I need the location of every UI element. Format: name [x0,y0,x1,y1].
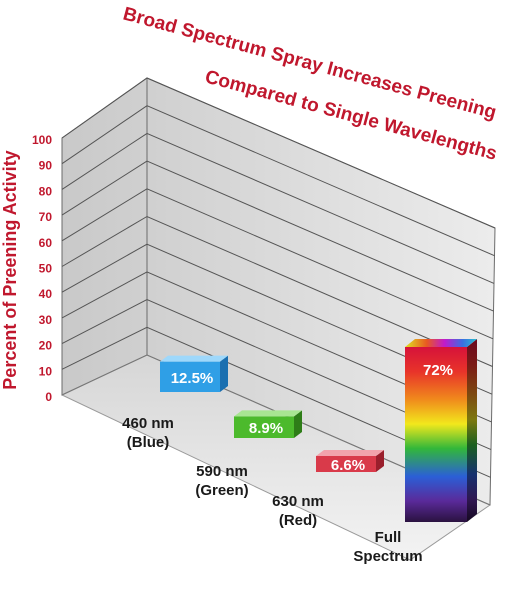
bar-top [234,410,302,417]
gridline [61,77,496,229]
bar-side [376,449,384,472]
gridline [61,271,492,423]
bar-value-label: 6.6% [331,457,365,474]
bar-value-label: 12.5% [171,370,214,387]
gridline [61,160,494,312]
y-tick-label: 70 [39,210,53,224]
category-label: Full Spectrum [353,529,422,565]
y-tick-label: 50 [39,262,53,276]
y-tick-label: 20 [39,339,53,353]
bar-front [316,455,376,472]
gridline [61,243,493,395]
gridline [61,299,492,451]
bar-side [220,355,228,392]
gridline [61,105,495,257]
bar-front [160,361,220,392]
bar-front [405,347,467,522]
bar: 72% [405,339,477,522]
bar: 6.6% [316,449,384,474]
y-tick-label: 10 [39,364,53,378]
bar-value-label: 72% [423,362,453,379]
category-label: 460 nm (Blue) [122,415,174,451]
category-label: 630 nm (Red) [272,493,324,529]
bar-side [294,410,302,438]
y-tick-label: 0 [45,390,52,404]
y-axis-title: Percent of Preening Activity [0,150,20,389]
bar-top [405,339,477,347]
bar: 12.5% [160,355,228,392]
y-tick-label: 30 [39,313,53,327]
y-tick-label: 40 [39,287,53,301]
y-tick-label: 80 [39,184,53,198]
gridlines [61,77,496,506]
gridline [61,326,491,478]
gridline [61,188,494,340]
bar-top [316,449,384,456]
gridline [61,132,495,284]
y-tick-label: 90 [39,159,53,173]
bar-front [234,416,294,438]
category-labels: 460 nm (Blue) 590 nm (Green) 630 nm (Red) Full… [122,415,422,565]
y-axis-ticks: 0 10 20 30 40 50 60 70 80 90 100 [32,133,52,404]
y-tick-label: 60 [39,236,53,250]
bar-value-label: 8.9% [249,420,283,437]
bar: 8.9% [234,410,302,438]
bar-top [160,355,228,362]
bar-side [467,339,477,522]
gridline [61,215,493,367]
category-label: 590 nm (Green) [195,463,248,499]
y-tick-label: 100 [32,133,52,147]
bars: 12.5% 8.9% 6.6% 72% [160,339,477,522]
